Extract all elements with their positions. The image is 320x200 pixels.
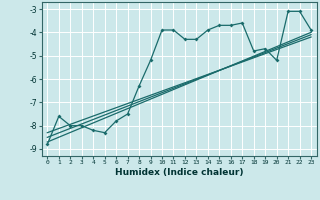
X-axis label: Humidex (Indice chaleur): Humidex (Indice chaleur) bbox=[115, 168, 244, 177]
